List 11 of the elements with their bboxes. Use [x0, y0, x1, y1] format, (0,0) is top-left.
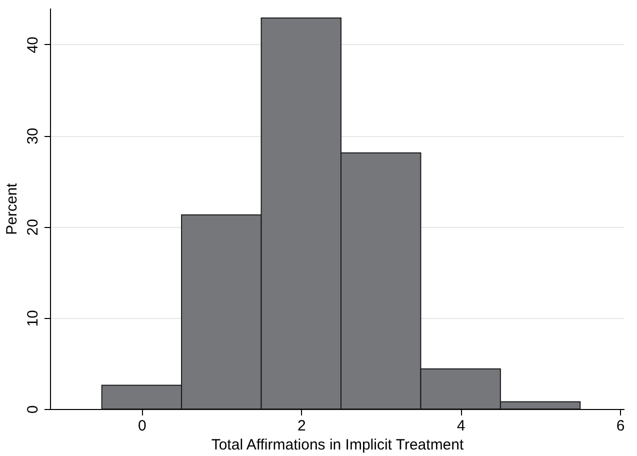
x-tick-label: 4: [456, 418, 466, 434]
x-tick-label: 2: [297, 418, 306, 434]
x-tick-label: 0: [138, 418, 146, 434]
y-tick-label: 20: [24, 218, 42, 236]
y-tick-label: 30: [24, 128, 42, 144]
y-tick-label: 10: [24, 310, 42, 327]
y-tick-label: 40: [24, 36, 42, 54]
y-axis-title: Percent: [4, 182, 20, 235]
y-tick-label: 0: [24, 405, 42, 414]
x-tick-label: 6: [616, 418, 625, 434]
x-axis-title: Total Affirmations in Implicit Treatment: [211, 436, 464, 454]
